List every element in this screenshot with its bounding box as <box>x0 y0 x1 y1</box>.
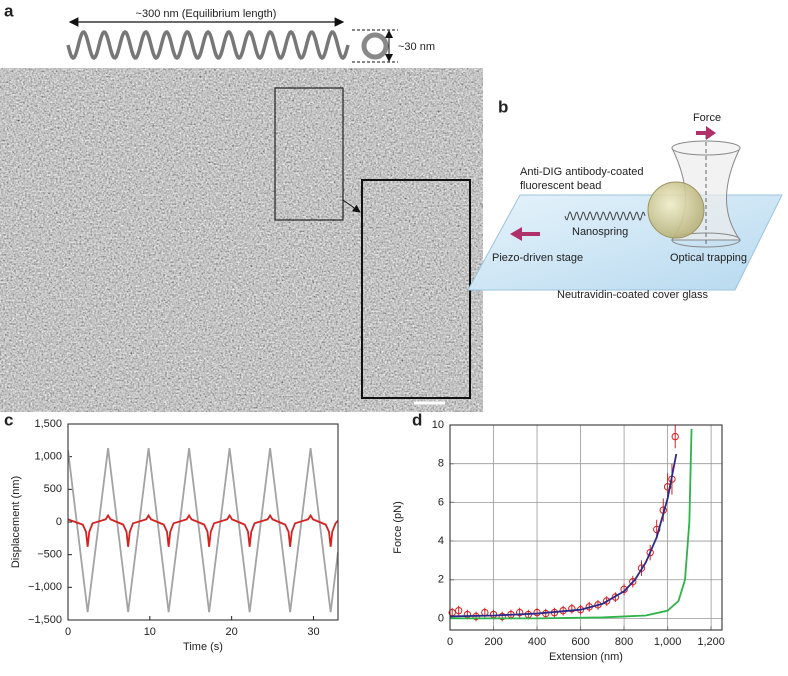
panel-label: c <box>4 410 13 429</box>
data-point <box>646 548 654 557</box>
x-tick-label: 10 <box>144 626 156 638</box>
y-tick-label: 1,000 <box>34 451 62 463</box>
trap-top <box>671 140 741 156</box>
y-tick-label: 1,500 <box>34 418 62 430</box>
y-axis-label: Force (pN) <box>392 501 404 554</box>
force-label: Force <box>693 112 721 124</box>
x-tick-label: 400 <box>528 636 546 648</box>
y-axis-label: Displacement (nm) <box>10 476 22 568</box>
micrograph-inset <box>362 180 470 398</box>
length-label: ~300 nm (Equilibrium length) <box>136 8 277 20</box>
panel-label: d <box>412 410 422 429</box>
nanospring-helix <box>66 29 350 61</box>
force-arrow <box>696 126 716 140</box>
y-tick-label: 2 <box>438 574 444 586</box>
bead-label: fluorescent bead <box>520 180 601 192</box>
trap-label: Optical trapping <box>670 252 747 264</box>
data-line <box>450 453 678 618</box>
x-tick-label: 0 <box>447 636 453 648</box>
data-point <box>602 597 611 605</box>
stage-label: Piezo-driven stage <box>492 252 583 264</box>
x-tick-label: 20 <box>226 626 238 638</box>
zoom-box <box>274 87 344 221</box>
diameter-label: ~30 nm <box>398 41 435 53</box>
zoom-arrow <box>342 199 361 213</box>
panel-label: b <box>498 97 508 116</box>
data-point <box>653 525 661 534</box>
data-point <box>611 593 620 601</box>
data-point <box>620 585 628 594</box>
data-point <box>637 564 646 572</box>
data-point <box>671 432 679 441</box>
y-tick-label: 4 <box>438 535 444 547</box>
data-point <box>663 483 672 491</box>
data-point <box>455 606 463 615</box>
plot-frame <box>67 423 339 621</box>
y-tick-label: 0 <box>438 612 444 624</box>
x-axis-label: Time (s) <box>183 641 223 653</box>
data-point <box>515 608 524 617</box>
helix-end-view <box>361 32 389 60</box>
y-tick-label: 8 <box>438 458 444 470</box>
data-line <box>450 428 693 620</box>
data-point <box>498 612 506 621</box>
glass-label: Neutravidin-coated cover glass <box>557 289 709 301</box>
x-axis-label: Extension (nm) <box>549 651 623 663</box>
panel-label: a <box>4 1 14 20</box>
data-point <box>568 605 576 613</box>
y-tick-label: 6 <box>438 496 444 508</box>
x-tick-label: 600 <box>571 636 589 648</box>
x-tick-label: 1,200 <box>697 636 725 648</box>
stage-arrow <box>510 227 540 241</box>
bead <box>647 181 705 239</box>
data-point <box>629 577 637 586</box>
data-line <box>68 448 338 613</box>
nanospring-label: Nanospring <box>572 226 628 238</box>
x-tick-label: 0 <box>65 626 71 638</box>
bead-label: Anti-DIG antibody-coated <box>520 166 644 178</box>
x-tick-label: 1,000 <box>654 636 682 648</box>
x-tick-label: 800 <box>615 636 633 648</box>
nanospring <box>564 211 646 221</box>
x-tick-label: 30 <box>307 626 319 638</box>
data-line <box>68 513 338 547</box>
y-tick-label: 500 <box>44 483 62 495</box>
cover-glass <box>467 194 783 291</box>
y-tick-label: −1,500 <box>28 614 62 626</box>
y-tick-label: 10 <box>432 419 444 431</box>
plot-frame <box>449 424 723 631</box>
x-tick-label: 200 <box>484 636 502 648</box>
y-tick-label: −1,000 <box>28 581 62 593</box>
y-tick-label: 0 <box>56 516 62 528</box>
y-tick-label: −500 <box>37 549 62 561</box>
